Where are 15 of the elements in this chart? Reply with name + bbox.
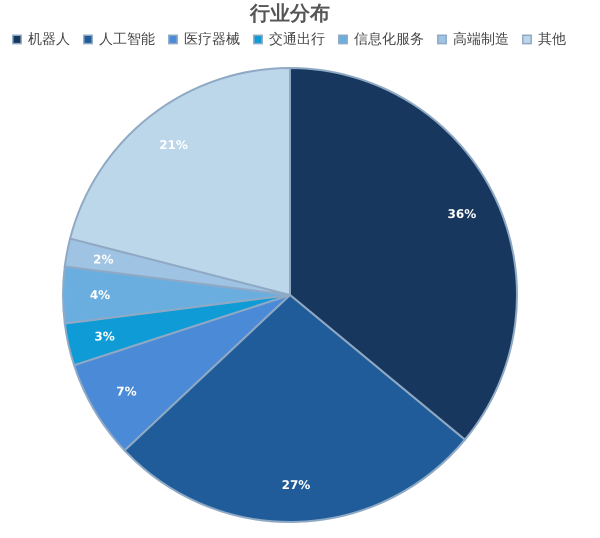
legend-label: 其他 <box>538 31 566 48</box>
data-label: 7% <box>116 384 137 399</box>
data-label: 2% <box>93 252 114 266</box>
legend-label: 信息化服务 <box>354 31 424 48</box>
data-label: 3% <box>94 329 115 344</box>
data-label: 4% <box>90 288 110 302</box>
data-label: 36% <box>448 207 476 222</box>
legend-label: 医疗器械 <box>184 31 240 48</box>
chart-title: 行业分布 <box>249 1 330 25</box>
legend-label: 人工智能 <box>99 31 155 48</box>
legend-label: 交通出行 <box>269 31 325 48</box>
legend-label: 高端制造 <box>453 31 509 48</box>
data-label: 21% <box>159 138 188 152</box>
data-label: 27% <box>282 478 310 492</box>
legend-label: 机器人 <box>28 31 70 48</box>
